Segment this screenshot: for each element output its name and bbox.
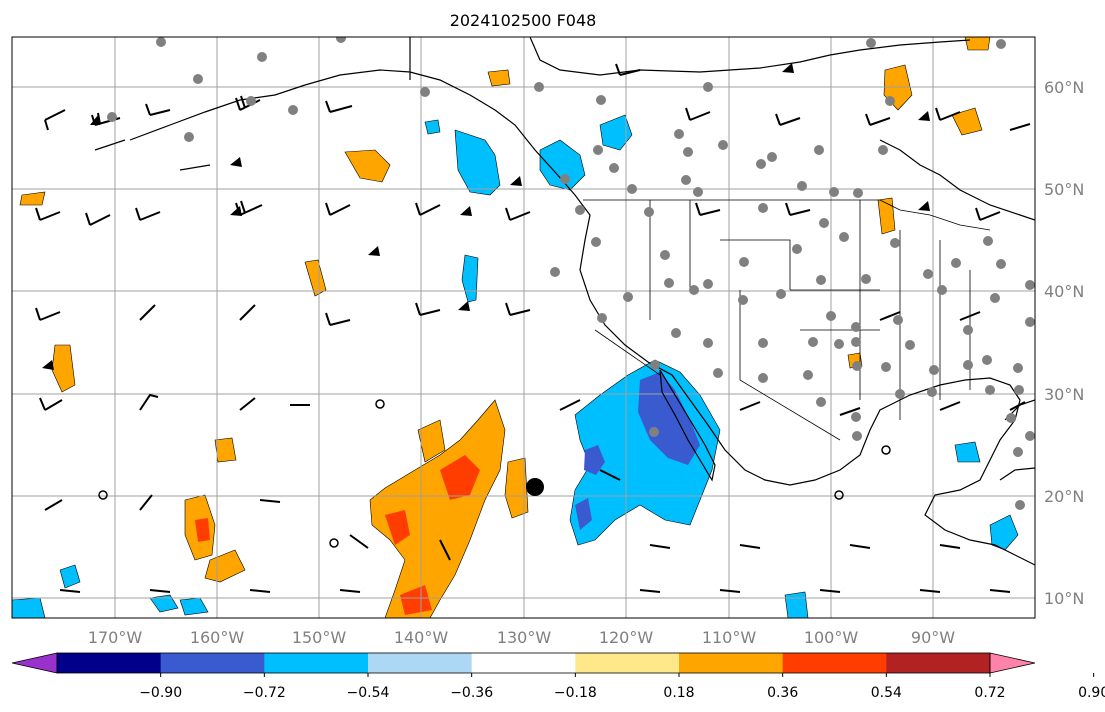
colorbar-tick-label: −0.36	[450, 685, 493, 701]
colorbar-tick-label: −0.54	[347, 685, 390, 701]
colorbar-segment	[160, 653, 265, 673]
colorbar-tick-label: −0.18	[554, 685, 597, 701]
lon-label: 90°W	[911, 628, 955, 647]
colorbar-extend-high	[989, 652, 1036, 674]
colorbar: −0.90 −0.72 −0.54 −0.36 −0.18 0.18 0.36 0.54 0.7…	[11, 652, 1105, 701]
colorbar-segment	[782, 653, 887, 673]
colorbar-tick-label: 0.54	[871, 685, 902, 701]
lat-label: 20°N	[1044, 487, 1084, 506]
coastlines	[94, 37, 1035, 566]
lon-label: 120°W	[599, 628, 654, 647]
calm-markers	[98, 399, 891, 548]
wind-barbs	[35, 63, 1031, 593]
lon-label: 100°W	[804, 628, 859, 647]
lon-label: 170°W	[88, 628, 143, 647]
negative-contours	[12, 114, 1019, 618]
lat-label: 60°N	[1044, 78, 1084, 97]
latitude-labels: 60°N 50°N 40°N 30°N 20°N 10°N	[1044, 78, 1084, 608]
colorbar-segment	[679, 653, 784, 673]
colorbar-tick-label: 0.90	[1078, 685, 1105, 701]
lat-label: 40°N	[1044, 282, 1084, 301]
lat-label: 50°N	[1044, 180, 1084, 199]
gridlines	[12, 37, 1035, 618]
lon-label: 110°W	[702, 628, 757, 647]
station-markers	[107, 37, 1035, 510]
lon-label: 140°W	[394, 628, 449, 647]
lat-label: 30°N	[1044, 385, 1084, 404]
wind-barb-flags	[42, 63, 930, 370]
storm-center-marker	[526, 478, 544, 496]
colorbar-tick-label: 0.72	[974, 685, 1005, 701]
lon-label: 150°W	[292, 628, 347, 647]
colorbar-tick-label: −0.72	[243, 685, 286, 701]
longitude-labels: 170°W 160°W 150°W 140°W 130°W 120°W 110°…	[88, 628, 955, 647]
colorbar-tick-label: 0.18	[663, 685, 694, 701]
map-panel	[11, 36, 1036, 619]
colorbar-segment	[471, 653, 576, 673]
colorbar-segment	[368, 653, 473, 673]
colorbar-segment	[575, 653, 680, 673]
colorbar-segment	[264, 653, 369, 673]
figure-title: 2024102500 F048	[450, 11, 597, 30]
lon-label: 130°W	[497, 628, 552, 647]
lat-label: 10°N	[1044, 589, 1084, 608]
colorbar-extend-low	[11, 652, 58, 674]
lon-label: 160°W	[190, 628, 245, 647]
colorbar-segment	[57, 653, 162, 673]
colorbar-border	[56, 652, 991, 674]
colorbar-segment	[886, 653, 991, 673]
map-border	[11, 36, 1036, 619]
colorbar-tick-label: 0.36	[767, 685, 798, 701]
colorbar-tick-label: −0.90	[139, 685, 182, 701]
